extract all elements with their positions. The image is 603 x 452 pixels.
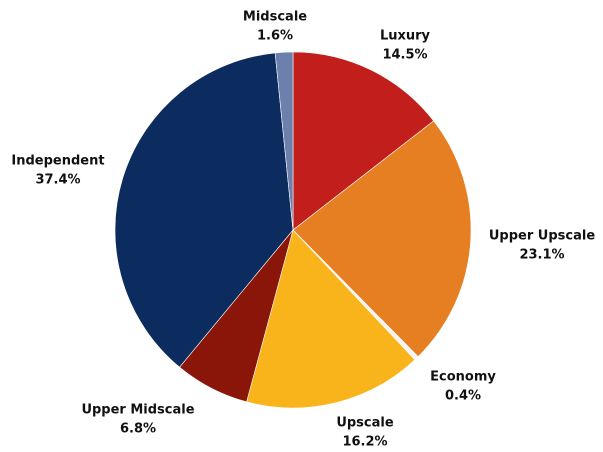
- slice-label: Upper Midscale: [81, 403, 194, 418]
- pie-slice: [246, 229, 416, 409]
- pie-slice: [292, 51, 435, 231]
- slice-label: Economy: [430, 370, 496, 385]
- pie-slice: [274, 51, 294, 231]
- slice-value: 6.8%: [120, 422, 156, 437]
- slice-value: 1.6%: [257, 29, 293, 44]
- slice-label: Midscale: [243, 10, 307, 25]
- slice-value: 23.1%: [519, 248, 564, 263]
- pie-slice: [292, 120, 472, 358]
- slice-label: Upper Upscale: [489, 229, 595, 244]
- slice-label: Upscale: [336, 416, 394, 431]
- slice-value: 0.4%: [445, 389, 481, 404]
- slice-value: 16.2%: [342, 435, 387, 450]
- slice-label: Independent: [11, 154, 104, 169]
- slice-value: 37.4%: [35, 173, 80, 188]
- pie-slice: [114, 52, 294, 368]
- slice-value: 14.5%: [382, 48, 427, 63]
- slice-label: Luxury: [380, 29, 431, 44]
